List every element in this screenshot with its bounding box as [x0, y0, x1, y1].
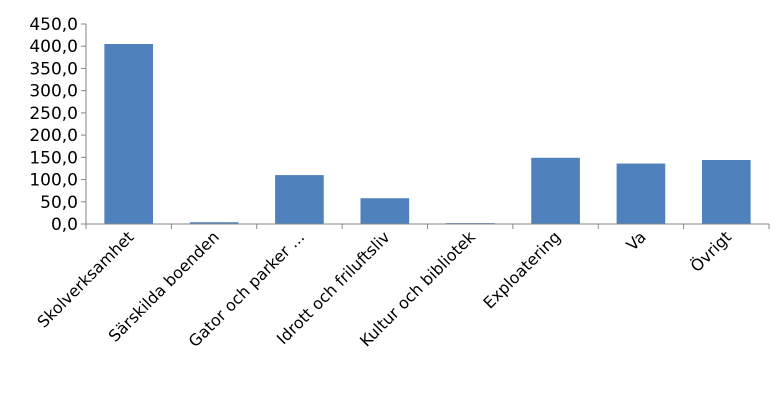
y-tick-label: 150,0	[29, 148, 78, 168]
y-tick-label: 300,0	[29, 82, 78, 102]
bar	[701, 160, 751, 224]
y-tick-label: 350,0	[29, 59, 78, 79]
bar	[360, 198, 410, 224]
y-tick-label: 450,0	[29, 15, 78, 35]
y-tick-label: 0,0	[51, 215, 78, 235]
y-tick-label: 400,0	[29, 37, 78, 57]
bar	[616, 163, 666, 224]
bar	[531, 157, 580, 224]
y-tick-label: 100,0	[29, 171, 78, 191]
x-tick-label: Övrigt	[687, 227, 735, 275]
x-tick-label: Exploatering	[479, 227, 564, 312]
y-tick-label: 50,0	[40, 193, 78, 213]
y-tick-label: 200,0	[29, 126, 78, 146]
x-tick-label: Va	[623, 227, 650, 254]
y-tick-label: 250,0	[29, 104, 78, 124]
bar	[104, 44, 154, 224]
bars	[104, 44, 751, 224]
bar	[189, 222, 239, 224]
bar	[275, 175, 324, 224]
